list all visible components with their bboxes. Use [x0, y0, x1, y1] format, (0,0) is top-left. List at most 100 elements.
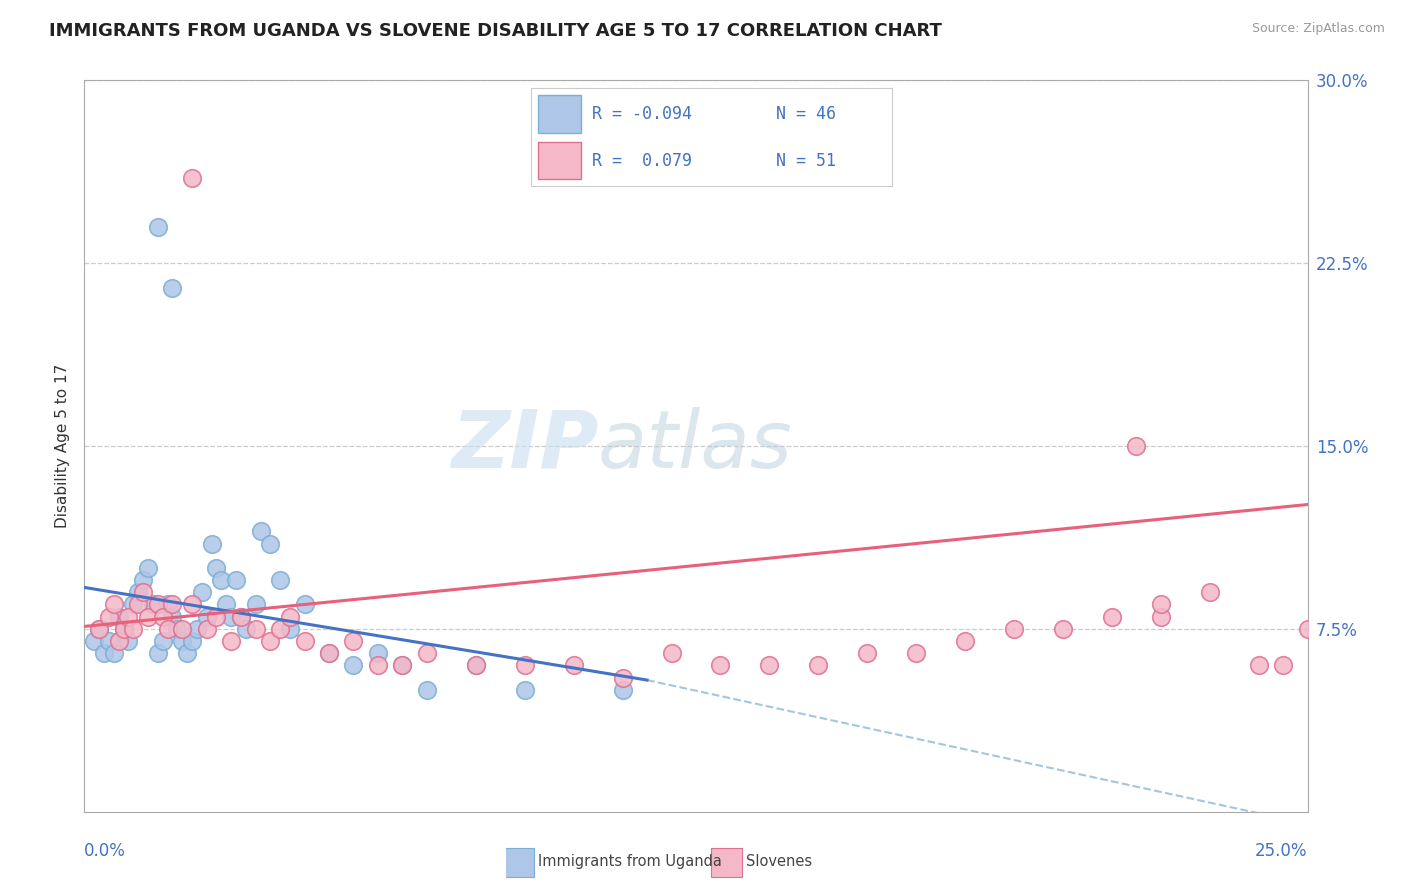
Point: [219, 609, 242, 624]
Point: [191, 585, 214, 599]
Point: [758, 658, 780, 673]
Point: [464, 658, 486, 673]
FancyBboxPatch shape: [502, 847, 534, 877]
Point: [127, 585, 149, 599]
Point: [132, 585, 155, 599]
Point: [342, 634, 364, 648]
Point: [156, 598, 179, 612]
Point: [661, 646, 683, 660]
Point: [1150, 598, 1173, 612]
Point: [117, 634, 139, 648]
Point: [93, 646, 115, 660]
Point: [162, 609, 184, 624]
Point: [103, 646, 125, 660]
Point: [259, 536, 281, 550]
Point: [181, 598, 204, 612]
Point: [87, 622, 110, 636]
Point: [103, 598, 125, 612]
Text: 25.0%: 25.0%: [1256, 842, 1308, 861]
Point: [367, 658, 389, 673]
Point: [117, 609, 139, 624]
Point: [1002, 622, 1025, 636]
Point: [391, 658, 413, 673]
FancyBboxPatch shape: [711, 847, 742, 877]
Point: [464, 658, 486, 673]
Point: [172, 622, 194, 636]
Point: [195, 609, 218, 624]
Point: [162, 280, 184, 294]
Point: [278, 622, 301, 636]
Point: [209, 573, 232, 587]
Point: [112, 622, 135, 636]
Point: [612, 682, 634, 697]
Point: [318, 646, 340, 660]
Text: ZIP: ZIP: [451, 407, 598, 485]
Point: [152, 609, 174, 624]
Point: [905, 646, 928, 660]
Text: Source: ZipAtlas.com: Source: ZipAtlas.com: [1251, 22, 1385, 36]
Point: [1296, 622, 1319, 636]
Point: [136, 609, 159, 624]
Point: [215, 598, 238, 612]
Point: [367, 646, 389, 660]
Point: [195, 622, 218, 636]
Point: [953, 634, 976, 648]
Point: [294, 634, 316, 648]
Point: [278, 609, 301, 624]
Point: [107, 609, 129, 624]
Point: [97, 634, 120, 648]
Point: [513, 658, 536, 673]
Point: [142, 598, 165, 612]
Point: [186, 622, 208, 636]
Point: [156, 622, 179, 636]
Point: [176, 646, 198, 660]
Point: [269, 622, 291, 636]
Text: atlas: atlas: [598, 407, 793, 485]
Text: Slovenes: Slovenes: [747, 855, 813, 869]
Point: [513, 682, 536, 697]
Text: Immigrants from Uganda: Immigrants from Uganda: [537, 855, 721, 869]
Point: [162, 598, 184, 612]
Point: [205, 609, 228, 624]
Point: [146, 219, 169, 234]
Point: [166, 622, 188, 636]
Text: IMMIGRANTS FROM UGANDA VS SLOVENE DISABILITY AGE 5 TO 17 CORRELATION CHART: IMMIGRANTS FROM UGANDA VS SLOVENE DISABI…: [49, 22, 942, 40]
Point: [83, 634, 105, 648]
Point: [1247, 658, 1270, 673]
Point: [122, 598, 145, 612]
Point: [249, 524, 271, 539]
Point: [146, 646, 169, 660]
Point: [229, 609, 252, 624]
Point: [97, 609, 120, 624]
Y-axis label: Disability Age 5 to 17: Disability Age 5 to 17: [55, 364, 70, 528]
Point: [219, 634, 242, 648]
Point: [152, 634, 174, 648]
Point: [318, 646, 340, 660]
Point: [87, 622, 110, 636]
Point: [1052, 622, 1074, 636]
Point: [172, 634, 194, 648]
Point: [416, 646, 439, 660]
Point: [127, 598, 149, 612]
Point: [269, 573, 291, 587]
Point: [342, 658, 364, 673]
Point: [294, 598, 316, 612]
Point: [107, 634, 129, 648]
Point: [807, 658, 830, 673]
Point: [856, 646, 879, 660]
Text: 0.0%: 0.0%: [84, 842, 127, 861]
Point: [229, 609, 252, 624]
Point: [245, 622, 267, 636]
Point: [1272, 658, 1295, 673]
Point: [1101, 609, 1123, 624]
Point: [1125, 439, 1147, 453]
Point: [200, 536, 222, 550]
Point: [112, 622, 135, 636]
Point: [181, 170, 204, 185]
Point: [562, 658, 585, 673]
Point: [1198, 585, 1220, 599]
Point: [205, 561, 228, 575]
Point: [122, 622, 145, 636]
Point: [225, 573, 247, 587]
Point: [146, 598, 169, 612]
